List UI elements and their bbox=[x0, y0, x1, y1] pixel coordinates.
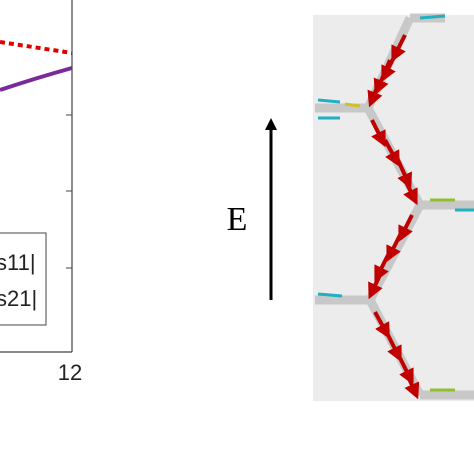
weak-vectors bbox=[317, 14, 474, 392]
legend-box bbox=[0, 232, 47, 326]
x-tick-label: 12 bbox=[58, 360, 82, 385]
legend-entry: s21| bbox=[0, 286, 37, 311]
right-panel bbox=[313, 13, 474, 401]
field-vectors bbox=[367, 34, 420, 400]
field-label: E bbox=[227, 201, 248, 238]
legend-entry: s11| bbox=[0, 250, 36, 275]
series-line bbox=[0, 66, 73, 92]
series-line bbox=[0, 40, 73, 55]
left-panel: s11| s21| 12 bbox=[0, 0, 82, 385]
